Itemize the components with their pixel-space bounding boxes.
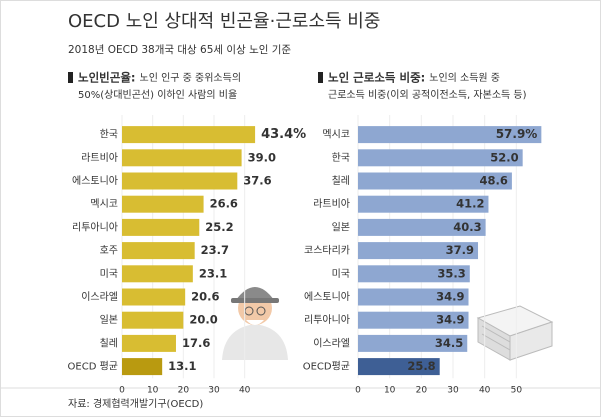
bar [122,195,204,213]
value-label: 41.2 [456,197,484,211]
value-label: 23.1 [199,266,227,280]
page-subtitle: 2018년 OECD 38개국 대상 65세 이상 노인 기준 [68,44,291,56]
value-label: 35.3 [437,266,465,280]
chart-title: 노인 근로소득 비중: [328,71,425,85]
chart-subtitle: 노인 인구 중 중위소득의 [140,71,242,84]
category-label: 이스라엘 [81,290,118,303]
x-tick-label: 30 [447,386,459,396]
x-tick-label: 20 [416,386,428,396]
value-label: 25.8 [407,359,435,373]
category-label: 한국 [332,152,350,164]
x-tick-label: 0 [355,386,361,396]
bar [122,265,193,283]
x-tick-label: 50 [511,386,523,396]
category-label: 일본 [100,314,118,326]
category-label: OECD평균 [303,361,350,373]
category-label: 호주 [100,245,118,257]
category-label: 코스타리카 [304,245,350,257]
category-label: 미국 [332,268,350,280]
value-label: 26.6 [210,197,238,211]
value-label: 23.7 [201,243,229,257]
chart-subtitle: 근로소득 비중(이외 공적이전소득, 자본소득 등) [328,89,527,101]
category-label: OECD 평균 [68,361,118,373]
bar [358,311,469,329]
charts: 노인빈곤율: 노인 인구 중 중위소득의 50%(상대빈곤선) 이하인 사람의 비율… [68,71,542,396]
value-label: 40.3 [453,220,481,234]
chart-subtitle: 노인의 소득원 중 [429,72,500,84]
category-label: 리투아니아 [304,314,350,326]
category-label: 이스라엘 [313,336,350,349]
value-label: 37.9 [446,243,474,257]
category-label: 라트비아 [81,152,118,164]
category-label: 미국 [100,268,118,280]
bar [122,334,176,352]
category-label: 멕시코 [90,198,118,210]
value-label: 20.0 [189,313,217,327]
money-illustration [476,305,554,361]
bar [358,242,479,260]
category-label: 멕시코 [322,129,350,141]
header-marker [68,72,73,83]
value-label: 57.9% [496,127,538,141]
value-label: 48.6 [480,174,508,188]
category-label: 한국 [100,129,118,141]
category-label: 에스토니아 [304,291,350,303]
value-label: 39.0 [248,150,276,164]
elderly-illustration [222,287,288,360]
value-label: 17.6 [182,336,210,350]
x-tick-label: 10 [147,386,159,396]
value-label: 52.0 [490,150,518,164]
bar [122,218,200,236]
bar [358,218,486,236]
chart-subtitle: 50%(상대빈곤선) 이하인 사람의 비율 [78,88,237,101]
x-tick-label: 40 [239,386,251,396]
value-label: 43.4% [261,127,306,142]
bar [358,334,468,352]
bar [122,288,186,306]
bar [122,126,256,144]
value-label: 34.5 [435,336,463,350]
value-label: 34.9 [436,313,464,327]
chart-title: 노인빈곤율: [78,71,136,85]
value-label: 20.6 [191,290,219,304]
x-tick-label: 40 [479,386,491,396]
bar [122,358,163,376]
page-title: OECD 노인 상대적 빈곤율·근로소득 비중 [68,11,380,32]
bar [122,242,195,260]
bar [122,172,238,190]
bar [358,126,542,144]
bar [358,172,512,190]
value-label: 25.2 [205,220,233,234]
category-label: 일본 [332,221,350,233]
x-tick-label: 20 [178,386,190,396]
category-label: 칠레 [332,175,350,187]
bar [358,265,470,283]
bar [358,288,469,306]
value-label: 13.1 [168,359,196,373]
category-label: 칠레 [100,337,118,349]
x-tick-label: 30 [208,386,220,396]
value-label: 37.6 [243,174,271,188]
header-marker [318,72,323,83]
bar [122,149,242,167]
value-label: 34.9 [436,290,464,304]
x-tick-label: 0 [119,386,125,396]
bar [358,358,440,376]
source: 자료: 경제협력개발기구(OECD) [68,397,203,410]
bar [358,195,489,213]
bar [122,311,184,329]
category-label: 리투아니아 [72,221,118,233]
category-label: 에스토니아 [72,175,118,187]
bar [358,149,523,167]
category-label: 라트비아 [313,198,350,210]
x-tick-label: 10 [384,386,396,396]
